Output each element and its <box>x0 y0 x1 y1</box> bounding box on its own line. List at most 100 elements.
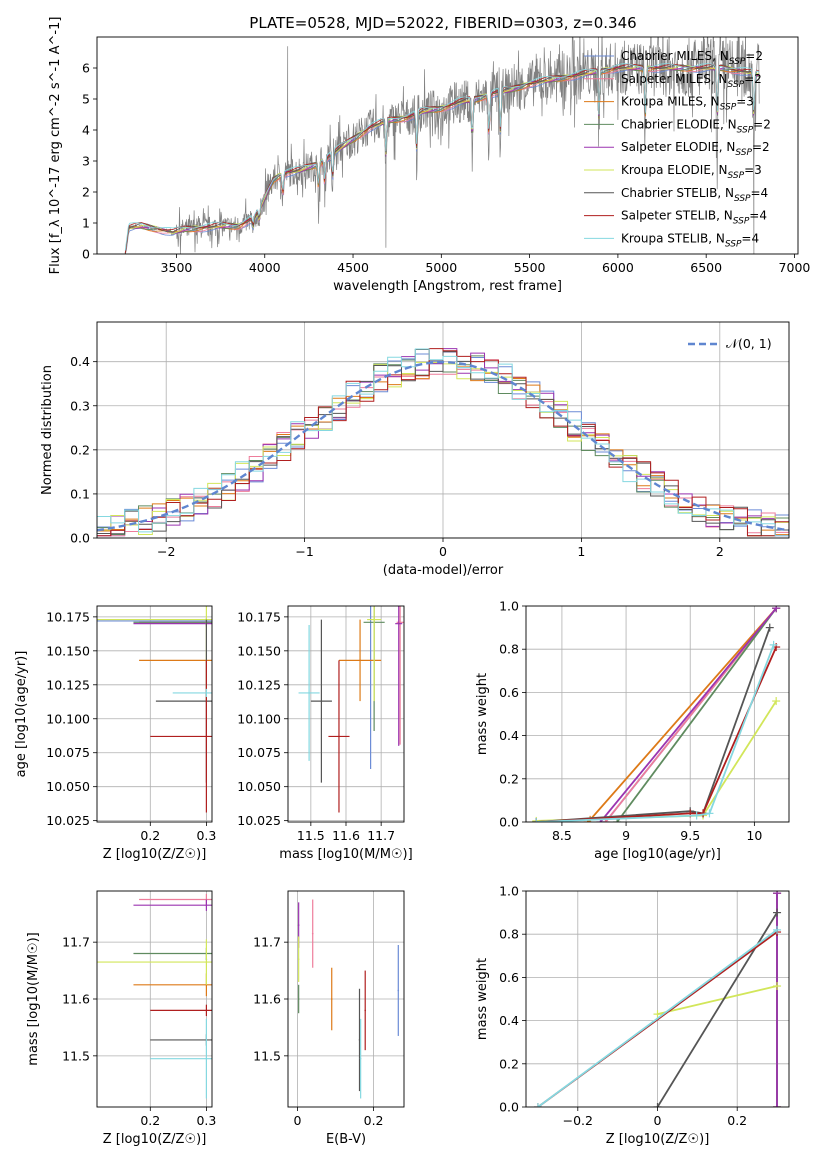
sfh-age-panel: 8.5 9 9.5 10 0.0 0.2 0.4 0.6 0.8 1.0 age [log10(ag… <box>475 599 790 862</box>
sfh-z-xtick-label: −0.2 <box>563 1113 593 1128</box>
spectrum-xtick-label: 6000 <box>602 260 634 275</box>
sfh-series-line <box>616 607 777 822</box>
sfh-age-ytick-label: 0.4 <box>499 728 519 743</box>
sfh-series-line <box>657 985 778 1015</box>
data-point <box>397 622 400 625</box>
sfh-age-ytick-label: 0.6 <box>499 685 519 700</box>
sfh-z-xtick-label: 0.2 <box>727 1113 747 1128</box>
spectrum-ytick-label: 3 <box>82 154 90 169</box>
residual-histogram-xtick-label: 0 <box>439 544 447 559</box>
sfh-age-ytick-label: 0.8 <box>499 642 519 657</box>
data-point <box>308 692 310 694</box>
gaussian-curve <box>97 360 789 532</box>
residual-histogram-ytick-label: 0.4 <box>70 354 90 369</box>
mass-vs-z-ytick-label: 11.5 <box>62 1048 90 1063</box>
residual-histogram-frame <box>96 321 790 539</box>
residual-histogram-ylabel: Normed distribution <box>40 365 55 495</box>
spectrum-ytick-label: 1 <box>82 216 90 231</box>
figure-title: PLATE=0528, MJD=52022, FIBERID=0303, z=0… <box>249 14 636 32</box>
age-vs-z-xtick-label: 0.2 <box>140 828 160 843</box>
sfh-series-line <box>536 644 775 822</box>
spectrum-xtick-label: 5000 <box>425 260 457 275</box>
mass-vs-ebv-ytick-label: 11.5 <box>253 1048 281 1063</box>
data-point <box>311 932 314 935</box>
data-point <box>358 1039 361 1041</box>
age-vs-mass-ytick-label: 10.075 <box>237 745 281 760</box>
residual-histogram-xtick-label: 1 <box>577 544 585 559</box>
age-vs-z-ytick-label: 10.125 <box>46 677 90 692</box>
age-vs-mass-ytick-label: 10.050 <box>237 779 281 794</box>
spectrum-xtick-label: 7000 <box>779 260 811 275</box>
mass-vs-z-frame <box>96 890 213 1108</box>
sfh-z-ytick-label: 0.8 <box>499 927 519 942</box>
residual-histogram-xtick-label: 2 <box>716 544 724 559</box>
age-vs-mass-ytick-label: 10.025 <box>237 813 281 828</box>
sfh-age-ytick-label: 0.0 <box>499 815 519 830</box>
age-vs-mass-panel: 11.5 11.6 11.7 10.025 10.050 10.075 10.100 10.1… <box>237 605 413 862</box>
mass-vs-z-xtick-label: 0.2 <box>140 1113 160 1128</box>
model-spectrum-line <box>124 66 759 254</box>
age-vs-z-ytick-label: 10.150 <box>46 643 90 658</box>
legend-label: 𝒩(0, 1) <box>726 336 772 351</box>
sfh-age-ylabel: mass weight <box>475 673 490 755</box>
age-vs-z-xtick-label: 0.3 <box>196 828 216 843</box>
spectrum-xtick-label: 6500 <box>690 260 722 275</box>
residual-histogram-ytick-label: 0.2 <box>70 442 90 457</box>
data-point <box>205 961 208 963</box>
data-point <box>297 998 300 1000</box>
mass-vs-z-ytick-label: 11.6 <box>62 992 90 1007</box>
age-vs-mass-ytick-label: 10.175 <box>237 609 281 624</box>
spectrum-ytick-label: 0 <box>82 247 90 262</box>
mass-vs-ebv-ytick-label: 11.6 <box>253 992 281 1007</box>
spectrum-ytick-label: 6 <box>82 61 90 76</box>
sfh-z-panel: −0.2 0 0.2 0.0 0.2 0.4 0.6 0.8 1.0 Z [log10(Z/Z☉)… <box>475 884 790 1147</box>
residual-histogram-ytick-label: 0.0 <box>70 531 90 546</box>
sfh-age-xtick-label: 8.5 <box>552 828 572 843</box>
residual-histogram-ytick-label: 0.3 <box>70 398 90 413</box>
sfh-z-ylabel: mass weight <box>475 958 490 1040</box>
age-vs-mass-frame <box>287 605 405 823</box>
sfh-age-xtick-label: 9.5 <box>680 828 700 843</box>
age-vs-mass-xtick-label: 11.7 <box>367 828 395 843</box>
age-vs-z-ytick-label: 10.175 <box>46 609 90 624</box>
spectrum-xtick-label: 4500 <box>337 260 369 275</box>
age-vs-z-plot-layer <box>97 606 212 822</box>
data-point <box>205 1009 208 1012</box>
data-point <box>373 618 375 621</box>
age-vs-z-ytick-label: 10.100 <box>46 711 90 726</box>
spectrum-xtick-label: 4000 <box>249 260 281 275</box>
age-vs-z-panel: 0.2 0.3 10.025 10.050 10.075 10.100 10.125 10.1… <box>14 605 216 862</box>
sfh-z-xtick-label: 0 <box>654 1113 662 1128</box>
histogram-series-kroupa-stelib <box>97 348 789 538</box>
spectrum-ytick-label: 5 <box>82 92 90 107</box>
legend-label: Kroupa ELODIE, NSSP=3 <box>621 163 762 181</box>
mass-vs-z-panel: 0.2 0.3 11.5 11.6 11.7 Z [log10(Z/Z☉)] mass [l… <box>26 890 216 1147</box>
age-vs-z-frame <box>96 605 213 823</box>
sfh-age-plot-layer <box>526 606 789 822</box>
age-vs-z-xlabel: Z [log10(Z/Z☉)] <box>103 847 207 862</box>
legend-label: Kroupa STELIB, NSSP=4 <box>621 231 759 249</box>
sfh-series-line <box>537 929 778 1107</box>
spectrum-frame <box>96 36 799 255</box>
data-point <box>205 735 208 738</box>
legend-label: Salpeter ELODIE, NSSP=2 <box>621 140 770 158</box>
age-vs-z-ylabel: age [log10(age/yr)] <box>14 651 29 778</box>
age-vs-mass-xlabel: mass [log10(M/M☉)] <box>279 847 412 862</box>
spectrum-plot-layer <box>124 37 760 254</box>
sfh-series-line <box>587 607 777 822</box>
data-point <box>297 924 300 926</box>
data-point <box>397 989 400 992</box>
age-vs-mass-xtick-label: 11.5 <box>297 828 325 843</box>
residual-histogram-xtick-label: −1 <box>295 544 313 559</box>
data-point <box>330 998 333 1000</box>
data-point <box>205 692 208 694</box>
data-point <box>338 735 340 738</box>
spectrum-xtick-label: 5500 <box>514 260 546 275</box>
legend-label: Kroupa MILES, NSSP=3 <box>621 95 754 113</box>
sfh-z-ytick-label: 0.4 <box>499 1013 519 1028</box>
data-point <box>297 958 300 961</box>
mass-vs-ebv-xtick-label: 0.2 <box>364 1113 384 1128</box>
data-point <box>205 904 208 907</box>
spectrum-xlabel: wavelength [Angstrom, rest frame] <box>333 279 562 294</box>
